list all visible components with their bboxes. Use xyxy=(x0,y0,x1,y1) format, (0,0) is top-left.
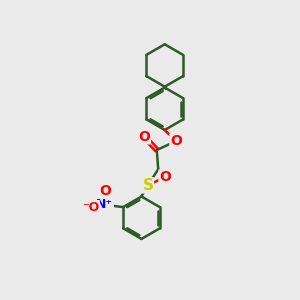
Text: ⁻O: ⁻O xyxy=(82,201,99,214)
Text: S: S xyxy=(142,178,153,193)
Text: O: O xyxy=(99,184,111,198)
Text: O: O xyxy=(170,134,182,148)
Text: O: O xyxy=(139,130,150,144)
Text: N⁺: N⁺ xyxy=(96,198,113,211)
Text: O: O xyxy=(159,170,171,184)
